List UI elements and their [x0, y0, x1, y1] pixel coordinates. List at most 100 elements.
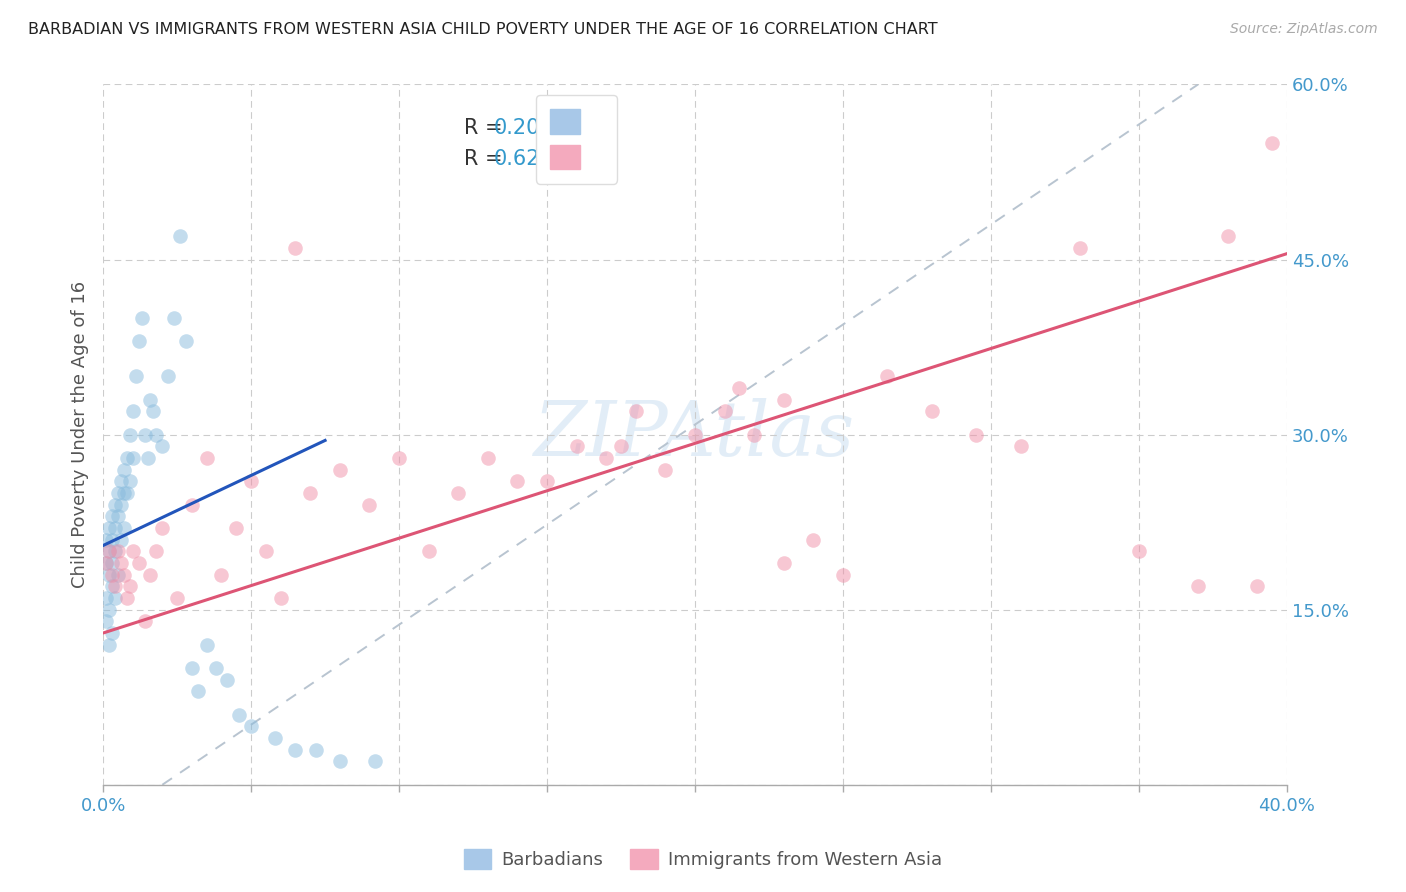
Point: [595, 450, 617, 465]
Point: [121, 450, 143, 465]
Point: [94, 533, 117, 547]
Point: [1261, 136, 1284, 150]
Point: [98, 544, 121, 558]
Point: [94, 591, 117, 605]
Point: [121, 404, 143, 418]
Point: [217, 673, 239, 687]
Point: [624, 404, 647, 418]
Point: [150, 521, 173, 535]
Point: [98, 602, 121, 616]
Point: [270, 591, 292, 605]
Point: [166, 591, 188, 605]
Point: [536, 475, 558, 489]
Point: [195, 638, 218, 652]
Point: [1010, 439, 1032, 453]
Point: [299, 486, 322, 500]
Point: [110, 556, 132, 570]
Point: [1128, 544, 1150, 558]
Point: [104, 544, 127, 558]
Point: [965, 427, 987, 442]
Point: [121, 544, 143, 558]
Point: [101, 556, 124, 570]
Y-axis label: Child Poverty Under the Age of 16: Child Poverty Under the Age of 16: [72, 281, 89, 588]
Point: [145, 427, 167, 442]
Point: [157, 369, 180, 384]
Point: [107, 567, 129, 582]
Point: [254, 544, 277, 558]
Point: [329, 755, 352, 769]
Point: [801, 533, 824, 547]
Point: [359, 498, 381, 512]
Point: [921, 404, 943, 418]
Point: [104, 591, 127, 605]
Point: [150, 439, 173, 453]
Text: R =: R =: [464, 118, 503, 138]
Point: [118, 427, 141, 442]
Point: [228, 707, 250, 722]
Point: [101, 579, 124, 593]
Point: [94, 556, 117, 570]
Point: [180, 498, 202, 512]
Point: [284, 241, 307, 255]
Point: [187, 684, 209, 698]
Point: [128, 334, 150, 349]
Text: R =: R =: [464, 149, 503, 169]
Point: [447, 486, 470, 500]
Point: [98, 567, 121, 582]
Point: [876, 369, 898, 384]
Point: [115, 486, 138, 500]
Point: [134, 615, 156, 629]
Point: [163, 310, 186, 325]
Point: [107, 486, 129, 500]
Text: Source: ZipAtlas.com: Source: ZipAtlas.com: [1230, 22, 1378, 37]
Point: [195, 450, 218, 465]
Point: [112, 521, 135, 535]
Point: [364, 755, 387, 769]
Point: [145, 544, 167, 558]
Point: [136, 450, 159, 465]
Point: [134, 427, 156, 442]
Point: [742, 427, 765, 442]
Point: [1216, 229, 1239, 244]
Point: [107, 544, 129, 558]
Point: [98, 638, 121, 652]
Point: [240, 719, 263, 733]
Point: [683, 427, 706, 442]
Point: [418, 544, 440, 558]
Point: [263, 731, 285, 745]
Point: [125, 369, 148, 384]
Point: [98, 544, 121, 558]
Point: [101, 533, 124, 547]
Point: [112, 462, 135, 476]
Point: [104, 579, 127, 593]
Point: [112, 567, 135, 582]
Point: [101, 509, 124, 524]
Point: [118, 579, 141, 593]
Point: [1187, 579, 1209, 593]
Point: [131, 310, 153, 325]
Point: [104, 498, 127, 512]
Point: [128, 556, 150, 570]
Point: [101, 626, 124, 640]
Point: [772, 392, 794, 407]
Point: [94, 556, 117, 570]
Point: [115, 591, 138, 605]
Point: [284, 743, 307, 757]
Text: ZIPAtlas: ZIPAtlas: [534, 398, 856, 472]
Point: [1069, 241, 1091, 255]
Text: 56: 56: [591, 149, 617, 169]
Text: 0.624: 0.624: [494, 149, 554, 169]
Point: [654, 462, 676, 476]
Point: [174, 334, 197, 349]
Point: [139, 567, 162, 582]
Point: [169, 229, 191, 244]
Point: [94, 615, 117, 629]
Point: [142, 404, 165, 418]
Point: [713, 404, 735, 418]
Point: [506, 475, 529, 489]
Point: [610, 439, 633, 453]
Point: [728, 381, 751, 395]
Point: [118, 475, 141, 489]
Point: [112, 486, 135, 500]
Point: [101, 567, 124, 582]
